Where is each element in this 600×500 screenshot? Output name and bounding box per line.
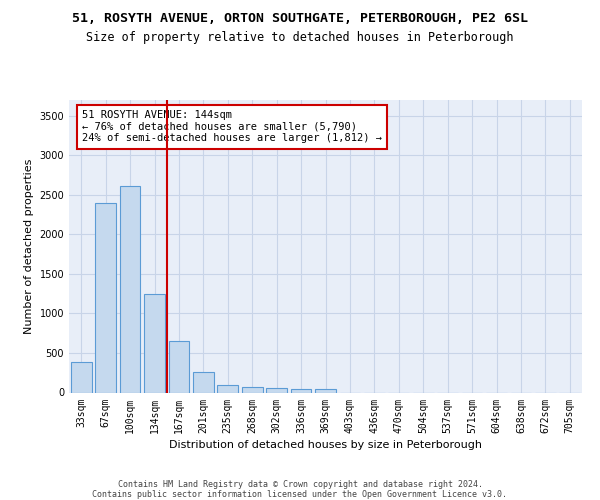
X-axis label: Distribution of detached houses by size in Peterborough: Distribution of detached houses by size … bbox=[169, 440, 482, 450]
Bar bbox=[71, 362, 92, 392]
Bar bbox=[315, 389, 336, 392]
Bar bbox=[95, 203, 116, 392]
Bar bbox=[242, 388, 263, 392]
Bar bbox=[144, 294, 165, 392]
Bar bbox=[217, 384, 238, 392]
Bar bbox=[169, 341, 190, 392]
Bar bbox=[266, 388, 287, 392]
Text: 51 ROSYTH AVENUE: 144sqm
← 76% of detached houses are smaller (5,790)
24% of sem: 51 ROSYTH AVENUE: 144sqm ← 76% of detach… bbox=[82, 110, 382, 144]
Bar bbox=[290, 388, 311, 392]
Bar bbox=[193, 372, 214, 392]
Text: Size of property relative to detached houses in Peterborough: Size of property relative to detached ho… bbox=[86, 31, 514, 44]
Bar bbox=[119, 186, 140, 392]
Text: 51, ROSYTH AVENUE, ORTON SOUTHGATE, PETERBOROUGH, PE2 6SL: 51, ROSYTH AVENUE, ORTON SOUTHGATE, PETE… bbox=[72, 12, 528, 26]
Text: Contains HM Land Registry data © Crown copyright and database right 2024.
Contai: Contains HM Land Registry data © Crown c… bbox=[92, 480, 508, 499]
Y-axis label: Number of detached properties: Number of detached properties bbox=[24, 158, 34, 334]
